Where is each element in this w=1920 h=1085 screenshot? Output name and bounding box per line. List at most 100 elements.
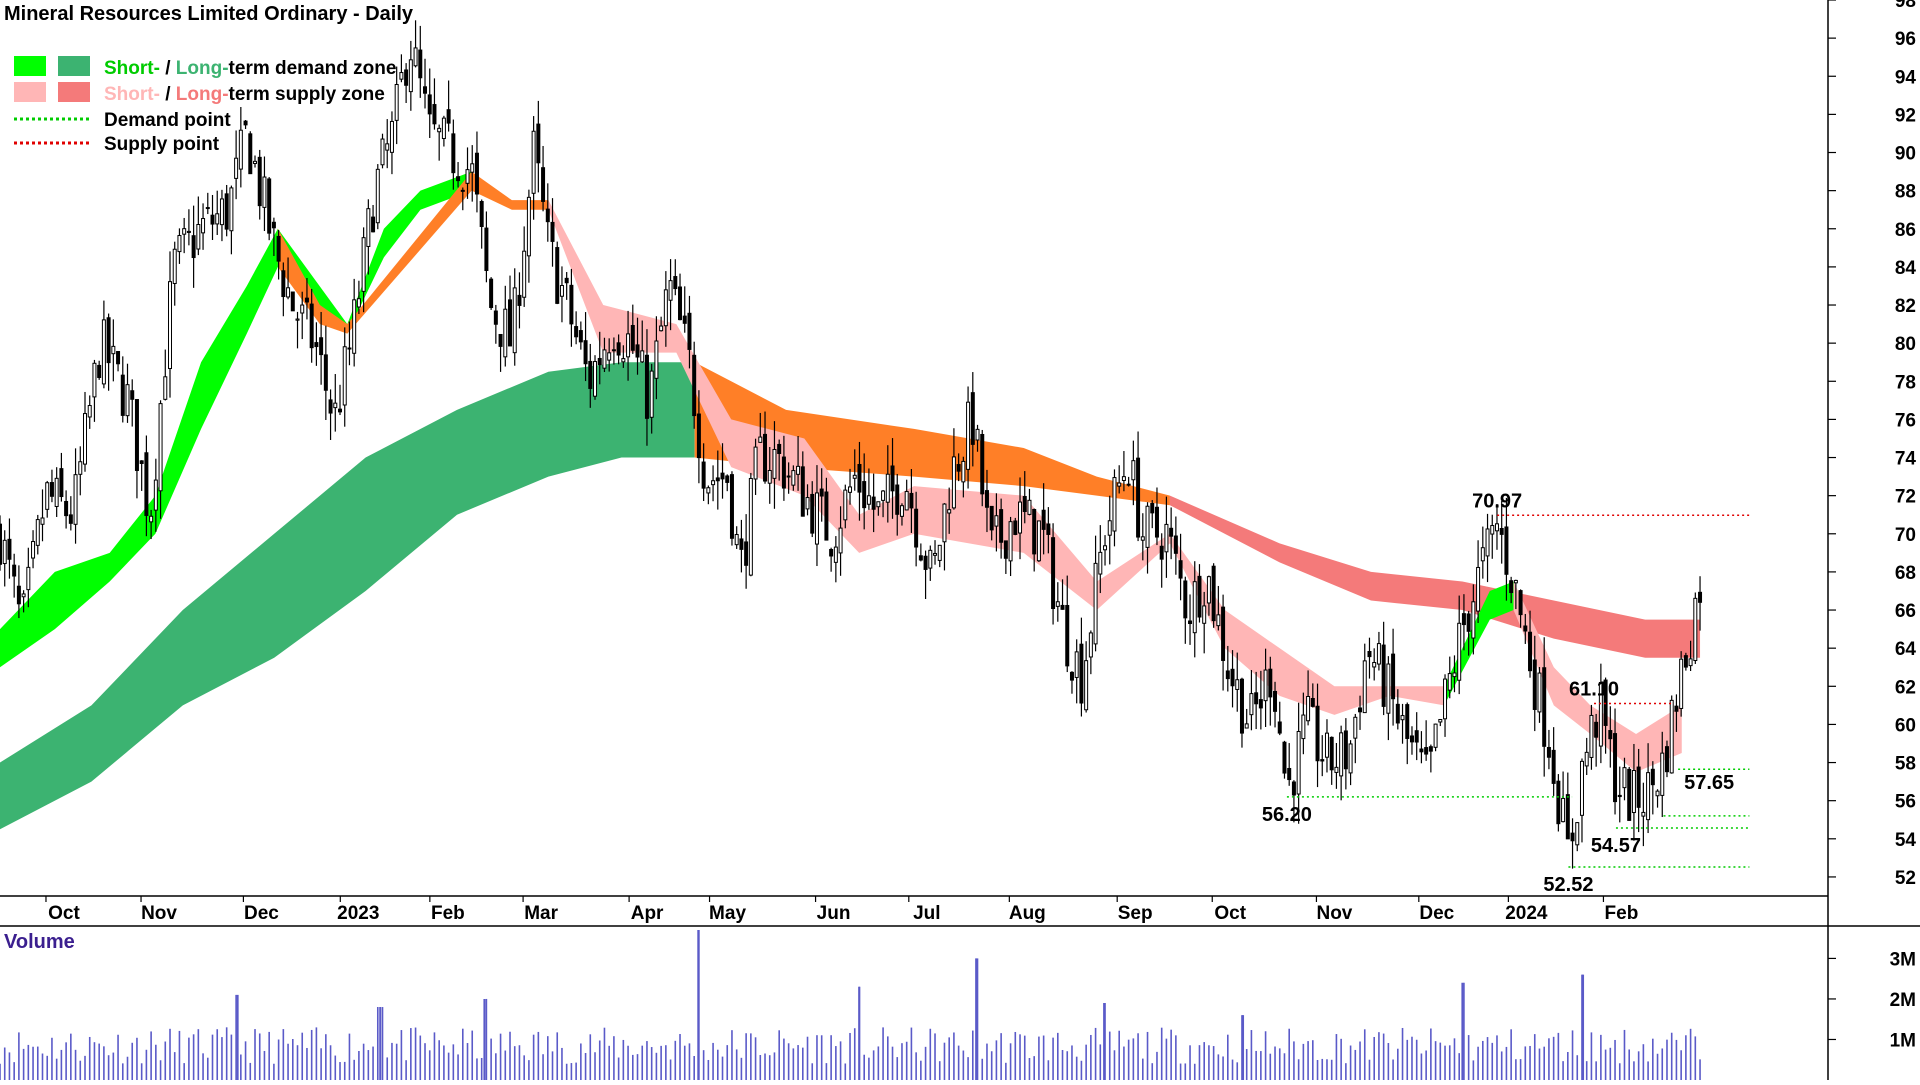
candle [1688, 640, 1693, 671]
candle [1136, 431, 1141, 542]
month-label: 2024 [1505, 903, 1548, 924]
candle [338, 384, 343, 416]
candle [1537, 667, 1542, 723]
candle-body [767, 469, 772, 484]
candle-body [1679, 658, 1684, 709]
candle-body [177, 235, 182, 253]
candle [196, 196, 201, 256]
candle-body [1683, 655, 1688, 668]
candle-body [319, 337, 324, 356]
candle-body [1074, 651, 1079, 678]
candle [512, 268, 517, 366]
price-tick-label: 86 [1895, 220, 1916, 241]
candle-body [1428, 746, 1433, 752]
candle [423, 58, 428, 109]
candle-body [295, 318, 300, 321]
candle-body [574, 326, 579, 338]
candle [1513, 579, 1518, 610]
candle-body [1584, 751, 1589, 767]
candle-body [290, 291, 295, 312]
candle-body [1664, 746, 1669, 773]
candle [1386, 656, 1391, 741]
candle [0, 515, 2, 571]
candle [1471, 584, 1476, 655]
candle [1216, 585, 1221, 631]
candle-body [885, 473, 890, 503]
candle [1055, 582, 1060, 622]
candle-body [824, 491, 829, 541]
candle-body [1239, 678, 1244, 734]
candle-body [654, 340, 659, 379]
candle [876, 501, 881, 516]
candle [323, 325, 328, 420]
candle [1669, 695, 1674, 774]
candle [602, 337, 607, 372]
candle [796, 435, 801, 491]
candle-body [1556, 780, 1561, 825]
candle-body [1098, 551, 1103, 575]
candle [1414, 712, 1419, 761]
candle [319, 311, 324, 385]
candle-body [838, 527, 843, 554]
candle [947, 487, 952, 534]
candle-body [1202, 605, 1207, 624]
candle [1027, 488, 1032, 516]
candle [814, 465, 819, 567]
candle-body [626, 333, 631, 358]
candle [271, 217, 276, 257]
candle [644, 329, 649, 446]
candle-body [130, 390, 135, 400]
candle [616, 334, 621, 365]
candle-body [1060, 604, 1065, 610]
candle [1315, 683, 1320, 788]
candle [937, 544, 942, 568]
candle [810, 481, 815, 538]
candle [597, 331, 602, 385]
candle [1093, 535, 1098, 652]
candle [871, 473, 876, 533]
candle [1306, 670, 1311, 726]
candle-body [1093, 562, 1098, 645]
candle [588, 343, 593, 408]
price-tick-label: 94 [1895, 67, 1917, 88]
candle [290, 291, 295, 312]
candle [866, 468, 871, 510]
candle [1490, 514, 1495, 559]
zone-short-demand-green [0, 171, 472, 668]
candle [238, 106, 243, 188]
candle-body [1013, 520, 1018, 535]
price-tick-label: 98 [1895, 0, 1916, 12]
candle-body [503, 308, 508, 358]
candle [1391, 628, 1396, 726]
candle [1532, 635, 1537, 732]
zone-short-supply-pink [548, 200, 1445, 715]
candle [918, 543, 923, 562]
zone-long-supply-orange [694, 362, 1170, 506]
candle-body [267, 178, 272, 234]
price-tick-label: 68 [1895, 563, 1916, 584]
candle-body [1192, 581, 1197, 634]
candle-body [1669, 699, 1674, 774]
candle-body [1698, 591, 1703, 603]
candle [1310, 683, 1315, 708]
candle [1268, 656, 1273, 726]
candle [120, 356, 125, 423]
candle-body [271, 221, 276, 229]
candle-body [1598, 681, 1603, 747]
candle-body [663, 289, 668, 327]
candle-body [1513, 579, 1518, 584]
candle [97, 360, 102, 380]
candle [404, 63, 409, 104]
price-tick-label: 82 [1895, 296, 1916, 317]
candle [1320, 735, 1325, 777]
candle [498, 333, 503, 372]
candle [578, 321, 583, 350]
candle-body [1405, 704, 1410, 739]
candle [484, 211, 489, 283]
candle [234, 130, 239, 200]
candle [706, 485, 711, 505]
candle [399, 54, 404, 83]
candle [1546, 729, 1551, 770]
candle [1117, 465, 1122, 494]
